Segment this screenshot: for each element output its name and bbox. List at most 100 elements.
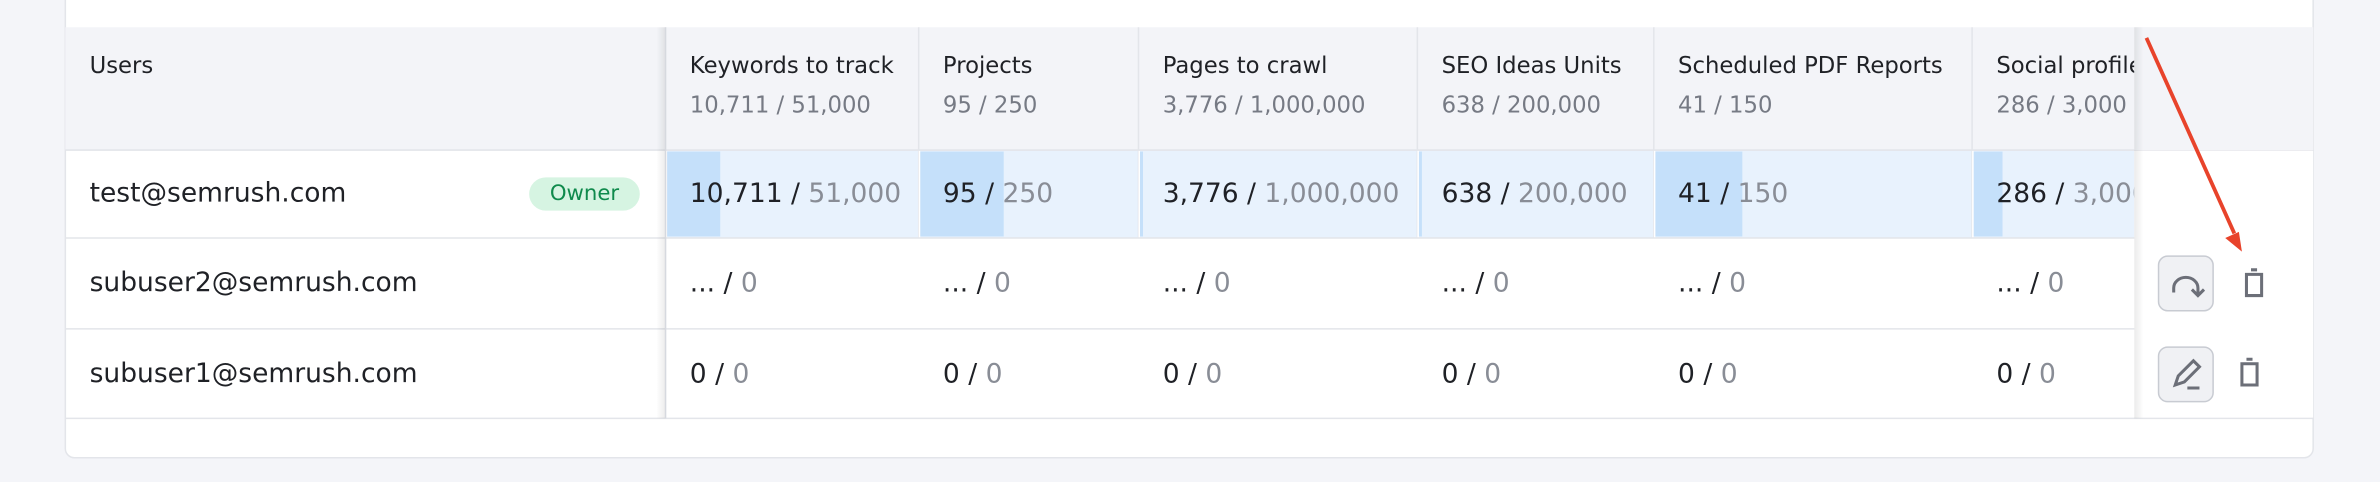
limit-value: 250 [1002,178,1053,209]
limit-value: 0 [2039,358,2056,389]
limit-value: 0 [1484,358,1501,389]
used-value: 0 [1442,358,1459,389]
used-value: 286 [1996,178,2047,209]
column-title: Keywords to track [690,53,895,79]
actions-header [2134,27,2314,151]
limit-value: 150 [1738,178,1789,209]
column-title: Pages to crawl [1163,53,1328,79]
used-value: 95 [943,178,977,209]
delete-button[interactable] [2240,357,2259,387]
limit-value: 0 [994,267,1011,298]
users-header: Users [90,53,154,79]
cell-usage: 41 / 150 [1678,178,1788,209]
used-value: 0 [690,358,707,389]
usage-bar [1973,151,2003,237]
limit-value: 0 [741,267,758,298]
restore-icon [2172,275,2206,298]
column-title: Social profiles [1996,53,2154,79]
edit-icon [2172,358,2202,390]
separator: / [2022,267,2048,298]
annotation-arrow [2144,37,2242,252]
limit-value: 0 [986,358,1003,389]
user-email: subuser2@semrush.com [90,267,418,298]
usage-bar [667,151,721,237]
separator: / [1239,178,1265,209]
cell-usage: ... / 0 [1442,267,1510,298]
separator: / [1458,358,1484,389]
column-usage: 286 / 3,000 [1996,93,2127,119]
column-usage: 3,776 / 1,000,000 [1163,93,1366,119]
owner-badge-label: Owner [550,181,620,206]
usage-bar [1418,151,1422,237]
cell-usage: 3,776 / 1,000,000 [1163,178,1400,209]
limit-value: 0 [2047,267,2064,298]
limit-value: 200,000 [1518,178,1628,209]
separator: / [707,358,733,389]
cell-usage: ... / 0 [1163,267,1231,298]
column-usage: 41 / 150 [1678,93,1772,119]
limit-value: 0 [732,358,749,389]
limit-value: 3,000 [2073,178,2149,209]
separator: / [1188,267,1214,298]
separator: / [1467,267,1493,298]
separator: / [960,358,986,389]
separator: / [1180,358,1206,389]
limit-value: 1,000,000 [1264,178,1399,209]
used-value: 0 [1678,358,1695,389]
separator: / [1695,358,1721,389]
used-value: ... [1163,267,1188,298]
used-value: ... [1678,267,1703,298]
used-value: ... [943,267,968,298]
cell-usage: 286 / 3,000 [1996,178,2148,209]
column-usage: 10,711 / 51,000 [690,93,871,119]
delete-button[interactable] [2244,268,2264,298]
separator: / [2013,358,2039,389]
column-title: Projects [943,53,1033,79]
usage-bar [1655,151,1743,237]
cell-usage: 0 / 0 [1442,358,1502,389]
separator: / [1712,178,1738,209]
cell-usage: 0 / 0 [690,358,750,389]
restore-button[interactable] [2157,255,2214,312]
separator: / [968,267,994,298]
limit-value: 0 [1729,267,1746,298]
separator: / [715,267,741,298]
cell-usage: 638 / 200,000 [1442,178,1628,209]
column-shadow [656,27,666,419]
limit-value: 0 [1214,267,1231,298]
column-title: Scheduled PDF Reports [1678,53,1943,79]
edit-button[interactable] [2157,346,2214,403]
used-value: 10,711 [690,178,783,209]
used-value: 0 [943,358,960,389]
cell-usage: 0 / 0 [1996,358,2056,389]
cell-usage: ... / 0 [690,267,758,298]
limit-value: 0 [1205,358,1222,389]
used-value: ... [1442,267,1467,298]
cell-usage: 10,711 / 51,000 [690,178,901,209]
row-lines [65,149,2314,420]
cell-usage: ... / 0 [1996,267,2064,298]
column-title: SEO Ideas Units [1442,53,1622,79]
user-email: test@semrush.com [90,178,347,209]
cell-usage: 0 / 0 [1163,358,1223,389]
separator: / [1492,178,1518,209]
actions [2157,255,2264,403]
limit-value: 0 [1721,358,1738,389]
cell-usage: 0 / 0 [943,358,1003,389]
cell-usage: 0 / 0 [1678,358,1738,389]
used-value: 41 [1678,178,1712,209]
used-value: 638 [1442,178,1493,209]
limit-value: 51,000 [808,178,901,209]
user-email: subuser1@semrush.com [90,358,418,389]
limit-value: 0 [1493,267,1510,298]
column-usage: 638 / 200,000 [1442,93,1601,119]
usage-bar [1139,151,1144,237]
owner-row-bg [665,150,2135,238]
actions-shadow [2134,27,2144,419]
header-bg [65,27,2314,151]
separator: / [2047,178,2073,209]
separator: / [783,178,809,209]
cell-usage: ... / 0 [943,267,1011,298]
